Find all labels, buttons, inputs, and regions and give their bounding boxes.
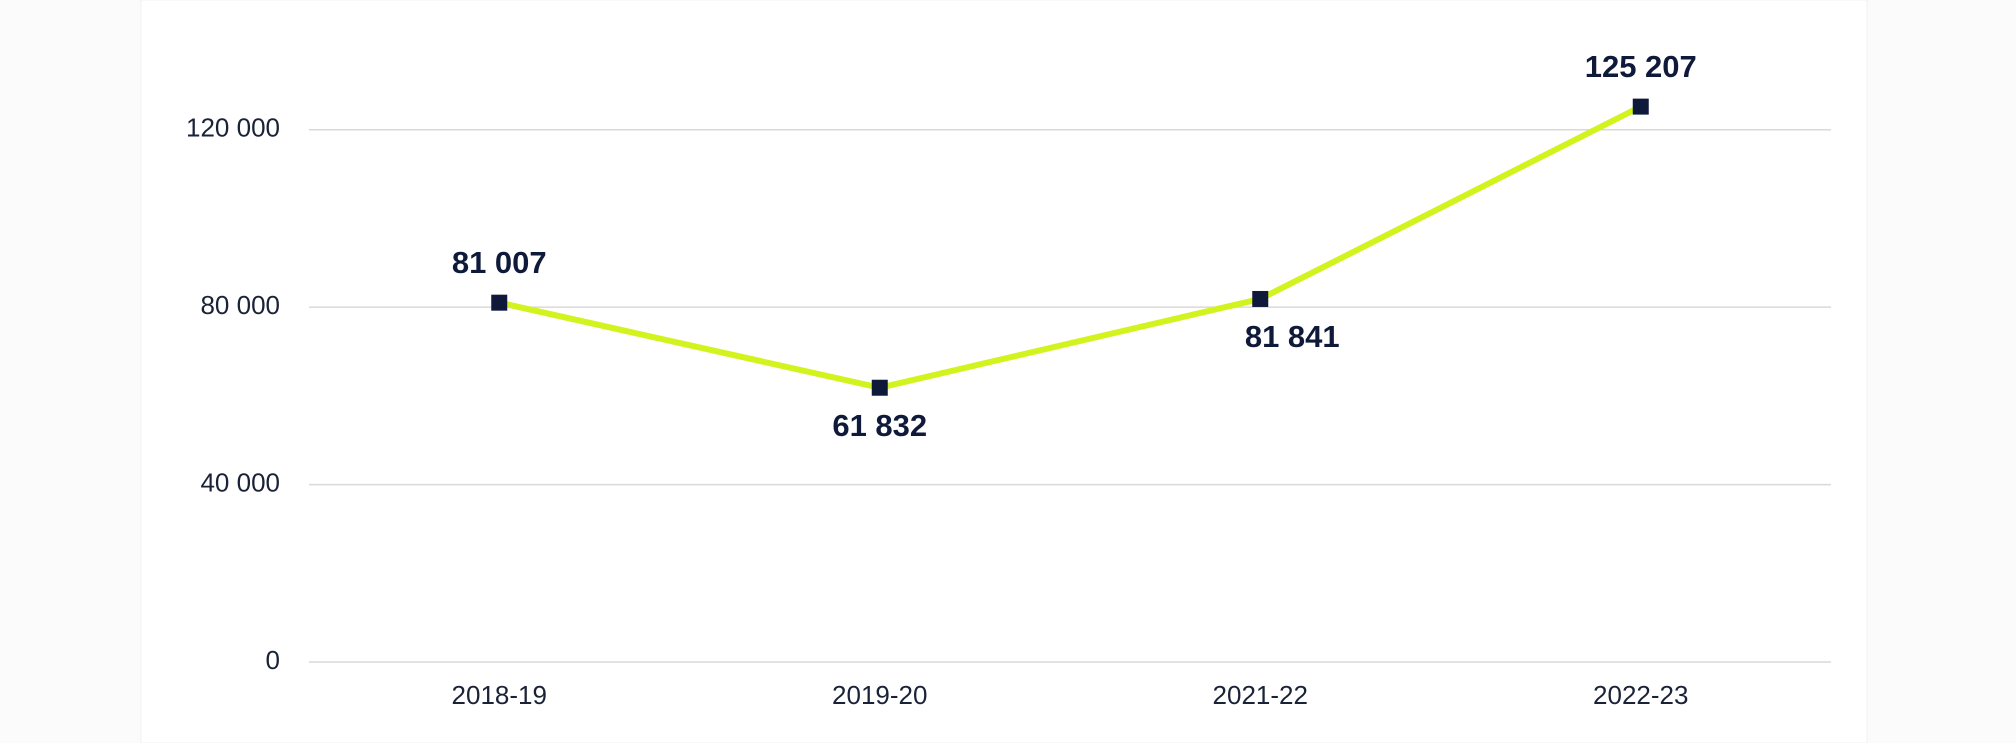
marker [491, 294, 508, 311]
plot-panel [140, 0, 1868, 743]
data-label: 81 841 [1245, 319, 1340, 354]
x-tick-label: 2018-19 [452, 680, 547, 710]
marker [1632, 98, 1649, 115]
x-tick-label: 2021-22 [1213, 680, 1308, 710]
y-tick-label: 80 000 [200, 290, 280, 320]
y-tick-label: 40 000 [200, 467, 280, 497]
data-label: 125 207 [1585, 49, 1697, 84]
y-tick-label: 120 000 [186, 113, 280, 143]
data-label: 81 007 [452, 245, 547, 280]
y-tick-label: 0 [266, 645, 280, 675]
x-tick-label: 2019-20 [832, 680, 927, 710]
line [498, 103, 1643, 391]
marker [1252, 290, 1269, 307]
data-label: 61 832 [832, 408, 927, 443]
marker [871, 379, 888, 396]
x-tick-label: 2022-23 [1593, 680, 1688, 710]
